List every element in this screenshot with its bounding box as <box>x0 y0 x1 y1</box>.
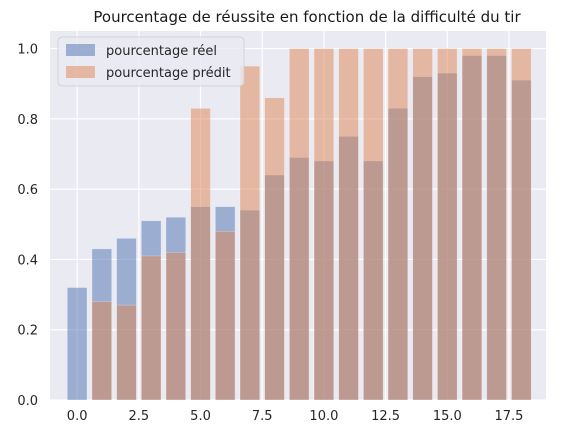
legend-box <box>57 36 245 87</box>
bar <box>215 231 236 401</box>
series-1 <box>91 48 532 401</box>
x-tick-label: 15.0 <box>433 409 462 424</box>
y-axis-ticks: 0.0 0.2 0.4 0.6 0.8 1.0 <box>17 43 38 409</box>
legend-swatch <box>66 44 95 56</box>
x-tick-label: 10.0 <box>309 409 338 424</box>
y-tick-label: 0.6 <box>17 183 38 198</box>
y-tick-label: 0.2 <box>17 324 38 339</box>
bar <box>116 304 137 401</box>
bar <box>412 48 433 401</box>
legend-label: pourcentage prédit <box>106 66 231 81</box>
y-tick-label: 1.0 <box>17 43 38 58</box>
bar <box>338 48 359 401</box>
chart-title: Pourcentage de réussite en fonction de l… <box>93 8 521 26</box>
bar <box>239 65 261 401</box>
bar <box>313 48 335 401</box>
x-tick-label: 5.0 <box>190 409 211 424</box>
y-tick-label: 0.0 <box>17 394 38 409</box>
bar <box>141 255 162 401</box>
x-tick-label: 7.5 <box>252 409 273 424</box>
bar <box>363 48 384 401</box>
legend-swatch <box>66 66 95 78</box>
bar <box>190 108 211 401</box>
y-tick-label: 0.4 <box>17 253 38 268</box>
bars <box>66 48 532 401</box>
bar <box>289 48 310 401</box>
bar <box>91 301 112 401</box>
x-tick-label: 0.0 <box>67 409 88 424</box>
bar <box>437 48 458 401</box>
bar <box>511 48 532 401</box>
x-tick-label: 2.5 <box>128 409 149 424</box>
legend-label: pourcentage réel <box>106 44 217 59</box>
bar <box>461 48 483 401</box>
x-tick-label: 12.5 <box>371 409 400 424</box>
bar <box>486 48 507 401</box>
bar <box>66 287 88 401</box>
x-tick-label: 17.5 <box>495 409 524 424</box>
legend: pourcentage réel pourcentage prédit <box>57 36 245 87</box>
x-axis-ticks: 0.0 2.5 5.0 7.5 10.0 12.5 15.0 17.5 <box>67 409 524 424</box>
bar <box>264 97 285 401</box>
bar <box>165 252 187 401</box>
bar <box>387 48 409 401</box>
y-tick-label: 0.8 <box>17 113 38 128</box>
